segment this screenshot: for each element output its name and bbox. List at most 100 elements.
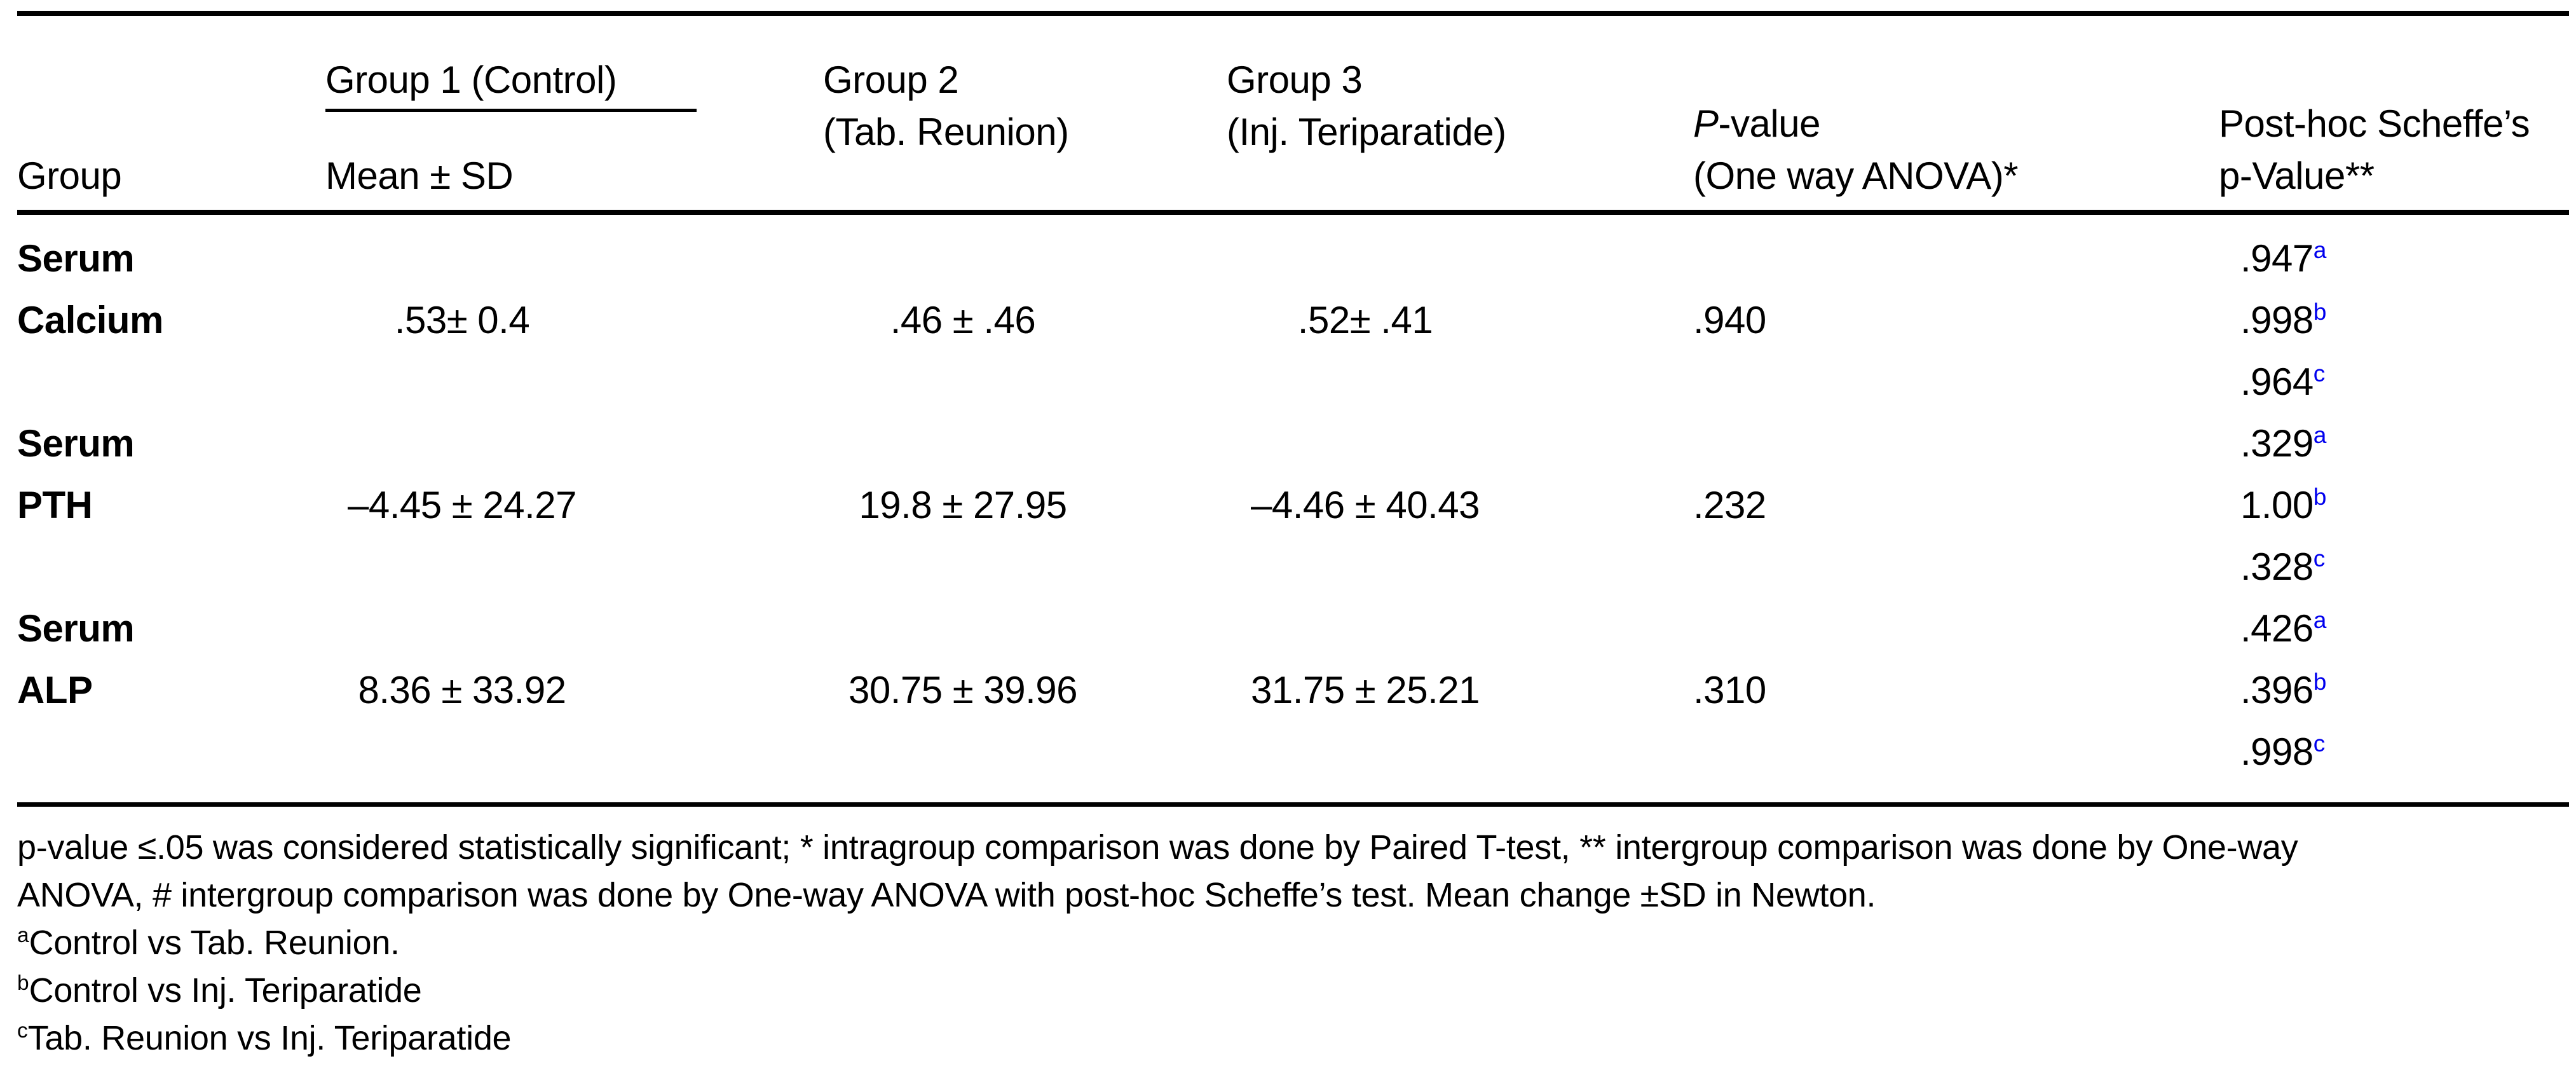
footnote-a: aControl vs Tab. Reunion. bbox=[17, 919, 2569, 967]
header-group2-line2: (Tab. Reunion) bbox=[823, 111, 1069, 153]
cell-posthoc-c: .328c bbox=[2219, 536, 2569, 598]
posthoc-superscript: b bbox=[2313, 298, 2327, 325]
header-group3-line2: (Inj. Teriparatide) bbox=[1227, 111, 1506, 153]
footnote-c-superscript: c bbox=[17, 1019, 28, 1043]
posthoc-value: .964c bbox=[2240, 360, 2325, 404]
pvalue: .232 bbox=[1693, 484, 1766, 526]
posthoc-value: .396b bbox=[2240, 668, 2326, 712]
header-cell-group2: Group 2 (Tab. Reunion) bbox=[823, 16, 1227, 210]
table-top-rule bbox=[17, 11, 2569, 16]
footnote-c-text: Tab. Reunion vs Inj. Teriparatide bbox=[27, 1019, 512, 1057]
posthoc-superscript: c bbox=[2313, 730, 2326, 757]
posthoc-superscript: a bbox=[2313, 606, 2327, 633]
table-bottom-rule bbox=[17, 802, 2569, 807]
group1-value: 8.36 ± 33.92 bbox=[358, 669, 566, 711]
table-row-serum-alp: Serum ALP 8.36 ± 33.92 30.75 ± 39.96 31.… bbox=[17, 598, 2569, 783]
posthoc-superscript: b bbox=[2313, 668, 2327, 695]
cell-posthoc-b: 1.00b bbox=[2219, 474, 2569, 536]
cell-group2-value: 30.75 ± 39.96 bbox=[823, 659, 1227, 721]
group1-spanner-rule bbox=[325, 109, 697, 112]
cell-group3-value: –4.46 ± 40.43 bbox=[1227, 474, 1693, 536]
header-group-label: Group bbox=[17, 154, 122, 197]
footnote-c: cTab. Reunion vs Inj. Teriparatide bbox=[17, 1015, 2569, 1062]
row-label-line2: PTH bbox=[17, 484, 93, 526]
posthoc-number: .998 bbox=[2240, 730, 2314, 773]
pvalue: .310 bbox=[1693, 669, 1766, 711]
posthoc-value: .426a bbox=[2240, 606, 2326, 650]
table-header-rule bbox=[17, 210, 2569, 215]
header-posthoc-line2: p-Value** bbox=[2219, 154, 2375, 197]
cell-group1-value: .53± 0.4 bbox=[325, 289, 823, 351]
posthoc-superscript: b bbox=[2313, 483, 2327, 510]
row-label-line1: Serum bbox=[17, 237, 135, 280]
cell-posthoc-b: .998b bbox=[2219, 289, 2569, 351]
row-label-line2: Calcium bbox=[17, 299, 163, 341]
posthoc-number: .947 bbox=[2240, 237, 2314, 280]
group2-value: 30.75 ± 39.96 bbox=[848, 669, 1078, 711]
row-label-line1: Serum bbox=[17, 607, 135, 650]
cell-posthoc-c: .964c bbox=[2219, 351, 2569, 413]
group1-value: .53± 0.4 bbox=[394, 299, 530, 341]
posthoc-superscript: a bbox=[2313, 236, 2327, 263]
table-header-row: Group Group 1 (Control) Mean ± SD Group … bbox=[17, 16, 2569, 210]
group1-value: –4.45 ± 24.27 bbox=[347, 484, 577, 526]
pvalue-rest: -value bbox=[1718, 102, 1821, 145]
header-cell-pvalue: P-value (One way ANOVA)* bbox=[1693, 16, 2219, 210]
table-body: Serum Calcium .53± 0.4 .46 ± .46 .52± .4… bbox=[17, 215, 2569, 802]
posthoc-value: .329a bbox=[2240, 421, 2326, 465]
footnote-b-superscript: b bbox=[17, 971, 29, 995]
row-label-line1: Serum bbox=[17, 422, 135, 465]
header-pvalue-line2: (One way ANOVA)* bbox=[1693, 154, 2019, 197]
footnote-a-text: Control vs Tab. Reunion. bbox=[29, 924, 400, 962]
footnote-general-line2: ANOVA, # intergroup comparison was done … bbox=[17, 876, 1876, 914]
group3-value: 31.75 ± 25.21 bbox=[1250, 669, 1480, 711]
pvalue: .940 bbox=[1693, 299, 1766, 341]
posthoc-value: .328c bbox=[2240, 545, 2325, 589]
posthoc-superscript: c bbox=[2313, 360, 2326, 387]
posthoc-number: .328 bbox=[2240, 545, 2314, 588]
cell-posthoc-a: .947a bbox=[2219, 228, 2569, 289]
header-cell-group: Group bbox=[17, 16, 325, 210]
footnote-b: bControl vs Inj. Teriparatide bbox=[17, 967, 2569, 1015]
header-posthoc-line1: Post-hoc Scheffe’s bbox=[2219, 102, 2530, 145]
group2-value: 19.8 ± 27.95 bbox=[859, 484, 1067, 526]
table-row-serum-pth: Serum PTH –4.45 ± 24.27 19.8 ± 27.95 –4.… bbox=[17, 413, 2569, 598]
posthoc-number: .329 bbox=[2240, 422, 2314, 465]
posthoc-number: .998 bbox=[2240, 299, 2314, 341]
cell-group1-value: –4.45 ± 24.27 bbox=[325, 474, 823, 536]
posthoc-number: .396 bbox=[2240, 669, 2314, 711]
header-mean-sd-label: Mean ± SD bbox=[325, 154, 514, 197]
footnote-b-text: Control vs Inj. Teriparatide bbox=[29, 971, 422, 1010]
header-group3-line1: Group 3 bbox=[1227, 58, 1363, 101]
cell-group3-value: .52± .41 bbox=[1227, 289, 1693, 351]
row-label-line2: ALP bbox=[17, 669, 93, 711]
cell-pvalue: .232 bbox=[1693, 474, 2219, 536]
posthoc-value: .947a bbox=[2240, 236, 2326, 280]
cell-group3-value: 31.75 ± 25.21 bbox=[1227, 659, 1693, 721]
cell-posthoc-c: .998c bbox=[2219, 721, 2569, 783]
table-footnotes: p-value ≤.05 was considered statisticall… bbox=[17, 824, 2569, 1062]
header-cell-group3: Group 3 (Inj. Teriparatide) bbox=[1227, 16, 1693, 210]
posthoc-value: .998c bbox=[2240, 730, 2325, 774]
group3-value: –4.46 ± 40.43 bbox=[1250, 484, 1480, 526]
cell-pvalue: .310 bbox=[1693, 659, 2219, 721]
posthoc-number: 1.00 bbox=[2240, 484, 2314, 526]
header-group2-line1: Group 2 bbox=[823, 58, 959, 101]
header-pvalue-line1: P-value bbox=[1693, 98, 2219, 150]
cell-posthoc-a: .426a bbox=[2219, 598, 2569, 659]
header-cell-posthoc: Post-hoc Scheffe’s p-Value** bbox=[2219, 16, 2569, 210]
table-row-serum-calcium: Serum Calcium .53± 0.4 .46 ± .46 .52± .4… bbox=[17, 228, 2569, 413]
pvalue-italic-p: P bbox=[1693, 102, 1719, 145]
footnote-a-superscript: a bbox=[17, 924, 29, 947]
cell-group2-value: 19.8 ± 27.95 bbox=[823, 474, 1227, 536]
posthoc-superscript: c bbox=[2313, 545, 2326, 572]
cell-posthoc-a: .329a bbox=[2219, 413, 2569, 474]
group3-value: .52± .41 bbox=[1297, 299, 1433, 341]
group2-value: .46 ± .46 bbox=[890, 299, 1036, 341]
header-group1-spanner-label: Group 1 (Control) bbox=[325, 58, 617, 101]
posthoc-value: .998b bbox=[2240, 298, 2326, 342]
posthoc-value: 1.00b bbox=[2240, 483, 2326, 527]
cell-pvalue: .940 bbox=[1693, 289, 2219, 351]
cell-group2-value: .46 ± .46 bbox=[823, 289, 1227, 351]
